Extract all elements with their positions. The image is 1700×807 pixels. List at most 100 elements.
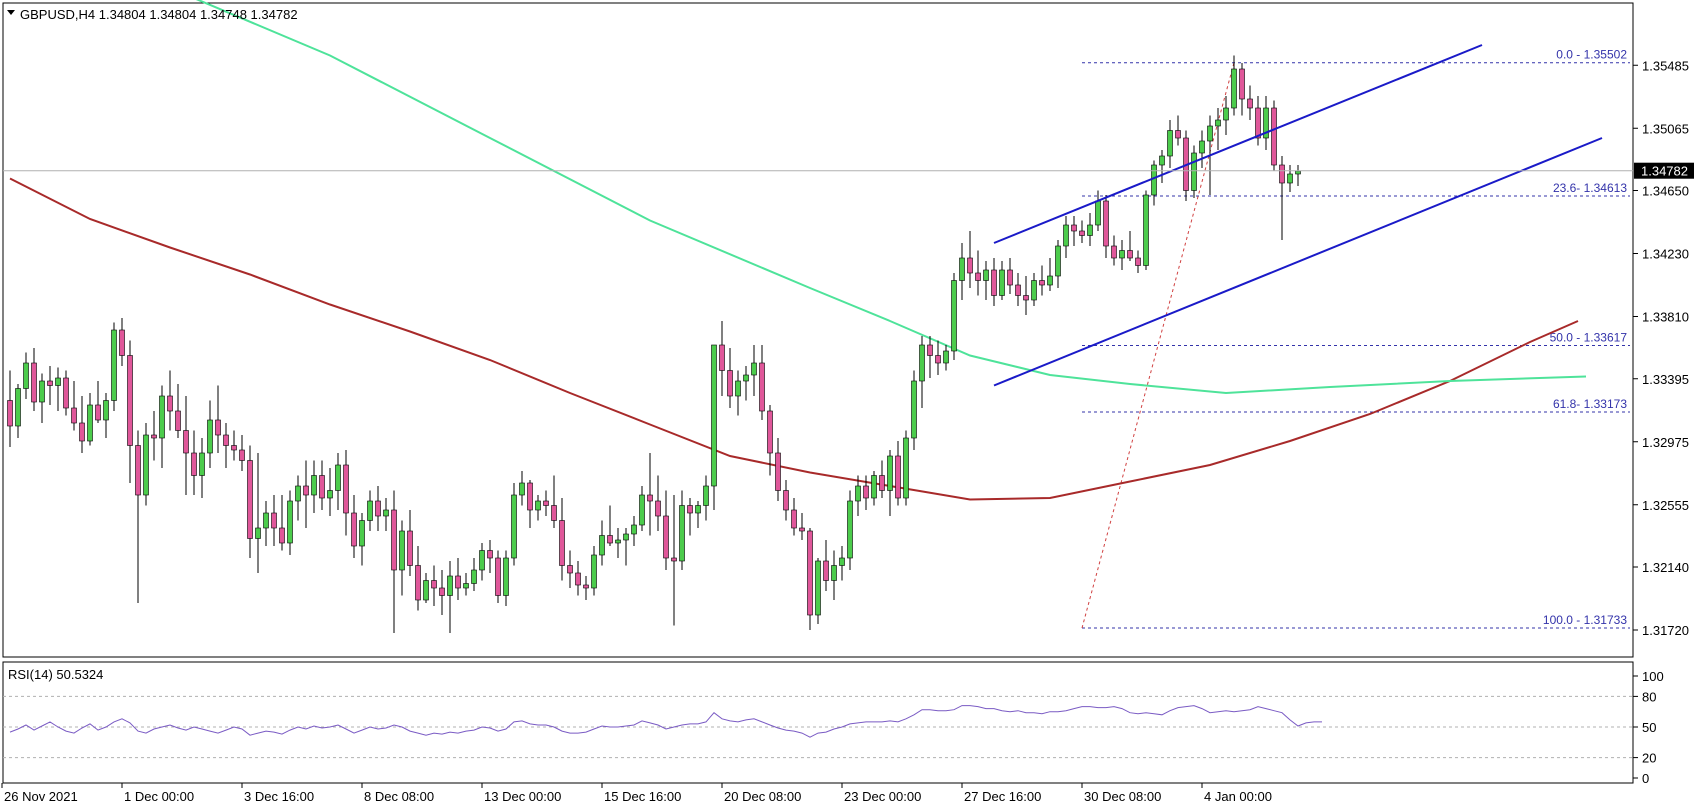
candle-body <box>63 377 69 409</box>
price-tick-label: 1.32140 <box>1642 560 1689 575</box>
candle-body <box>1087 224 1093 236</box>
candle-body <box>1239 68 1245 100</box>
price-tick-label: 1.31720 <box>1642 623 1689 638</box>
candle-body <box>15 388 21 427</box>
symbol-header: GBPUSD,H4 1.34804 1.34804 1.34748 1.3478… <box>20 7 298 22</box>
candle-body <box>791 509 797 529</box>
candle-body <box>703 485 709 506</box>
candle-body <box>847 500 853 559</box>
candle-body <box>271 512 277 529</box>
candle-body <box>615 539 621 544</box>
fib-level-label: 61.8- 1.33173 <box>1553 397 1627 411</box>
candle-body <box>687 505 693 514</box>
candle-body <box>103 400 109 421</box>
candle-body <box>535 500 541 511</box>
candle-body <box>999 269 1005 296</box>
candle-body <box>407 530 413 566</box>
price-tick-label: 1.33395 <box>1642 372 1689 387</box>
candle-body <box>743 374 749 382</box>
candle-body <box>95 404 101 421</box>
candle-body <box>911 380 917 439</box>
price-panel-frame <box>2 2 1634 658</box>
price-tick-label: 1.34230 <box>1642 247 1689 262</box>
price-channel[interactable] <box>993 44 1603 387</box>
candle-body <box>607 535 613 544</box>
candle-body <box>1103 200 1109 247</box>
candle-body <box>199 452 205 476</box>
candle-body <box>135 445 141 496</box>
candle-body <box>463 583 469 589</box>
candle-body <box>983 269 989 281</box>
candle-body <box>1063 224 1069 247</box>
candle-body <box>975 272 981 281</box>
candle-body <box>1271 107 1277 166</box>
slow-moving-average <box>9 177 1579 501</box>
price-panel[interactable]: 0.0 - 1.35502 23.6- 1.34613 50.0 - 1.33617… <box>2 0 1694 658</box>
candle-body <box>255 527 261 539</box>
fib-level-label: 23.6- 1.34613 <box>1553 181 1627 195</box>
candle-body <box>799 527 805 532</box>
fib-level-label: 50.0 - 1.33617 <box>1550 330 1628 344</box>
candle-body <box>1247 98 1253 109</box>
candle-body <box>311 475 317 496</box>
price-tick-label: 1.32975 <box>1642 435 1689 450</box>
candle-body <box>1111 245 1117 259</box>
candle-body <box>1015 284 1021 296</box>
rsi-series <box>9 705 1322 738</box>
current-price-marker: 1.34782 <box>3 162 1694 179</box>
candle-body <box>183 430 189 454</box>
fib-level-label: 0.0 - 1.35502 <box>1556 48 1627 62</box>
time-axis: 26 Nov 2021 1 Dec 00:00 3 Dec 16:00 8 Dec 0… <box>1 783 1272 804</box>
candle-body <box>31 362 37 403</box>
collapse-triangle-icon[interactable] <box>7 10 15 15</box>
candle-body <box>343 464 349 514</box>
candle-body <box>639 494 645 526</box>
candle-body <box>1167 130 1173 157</box>
candle-body <box>583 584 589 589</box>
candle-body <box>287 500 293 544</box>
candle-body <box>367 500 373 521</box>
candle-body <box>927 344 933 356</box>
candle-body <box>215 419 221 436</box>
candle-body <box>1135 257 1141 266</box>
candle-body <box>239 449 245 461</box>
current-price-box <box>1634 162 1694 179</box>
candle-body <box>863 485 869 499</box>
rsi-tick-label: 50 <box>1642 720 1656 735</box>
candle-body <box>695 505 701 514</box>
candle-body <box>415 565 421 601</box>
rsi-axis: 100 80 50 20 0 <box>1633 669 1664 786</box>
rsi-tick-label: 20 <box>1642 751 1656 766</box>
candle-body <box>887 455 893 491</box>
candle-body <box>47 380 53 386</box>
candle-body <box>1055 245 1061 277</box>
candle-body <box>1127 250 1133 259</box>
time-tick-label: 26 Nov 2021 <box>4 789 78 804</box>
candle-body <box>751 362 757 376</box>
candle-body <box>159 395 165 439</box>
channel-upper-line <box>993 44 1483 244</box>
rsi-panel[interactable]: RSI(14) 50.5324 100 80 50 20 0 <box>2 661 1664 786</box>
candle-body <box>1079 230 1085 236</box>
candle-body <box>87 404 93 442</box>
candle-body <box>143 434 149 496</box>
candle-body <box>55 377 61 386</box>
candle-body <box>375 500 381 517</box>
candle-body <box>1191 152 1197 191</box>
candle-body <box>767 410 773 454</box>
candle-body <box>151 434 157 439</box>
candle-body <box>1119 250 1125 259</box>
candle-body <box>111 329 117 401</box>
candle-body <box>599 535 605 556</box>
candle-body <box>1263 107 1269 139</box>
candle-body <box>1255 107 1261 139</box>
candle-body <box>831 565 837 581</box>
candle-body <box>263 512 269 529</box>
candle-body <box>223 434 229 446</box>
fib-level-label: 100.0 - 1.31733 <box>1543 613 1627 627</box>
candle-body <box>783 490 789 511</box>
candle-body <box>439 587 445 596</box>
candle-body <box>319 475 325 499</box>
candle-body <box>303 485 309 496</box>
